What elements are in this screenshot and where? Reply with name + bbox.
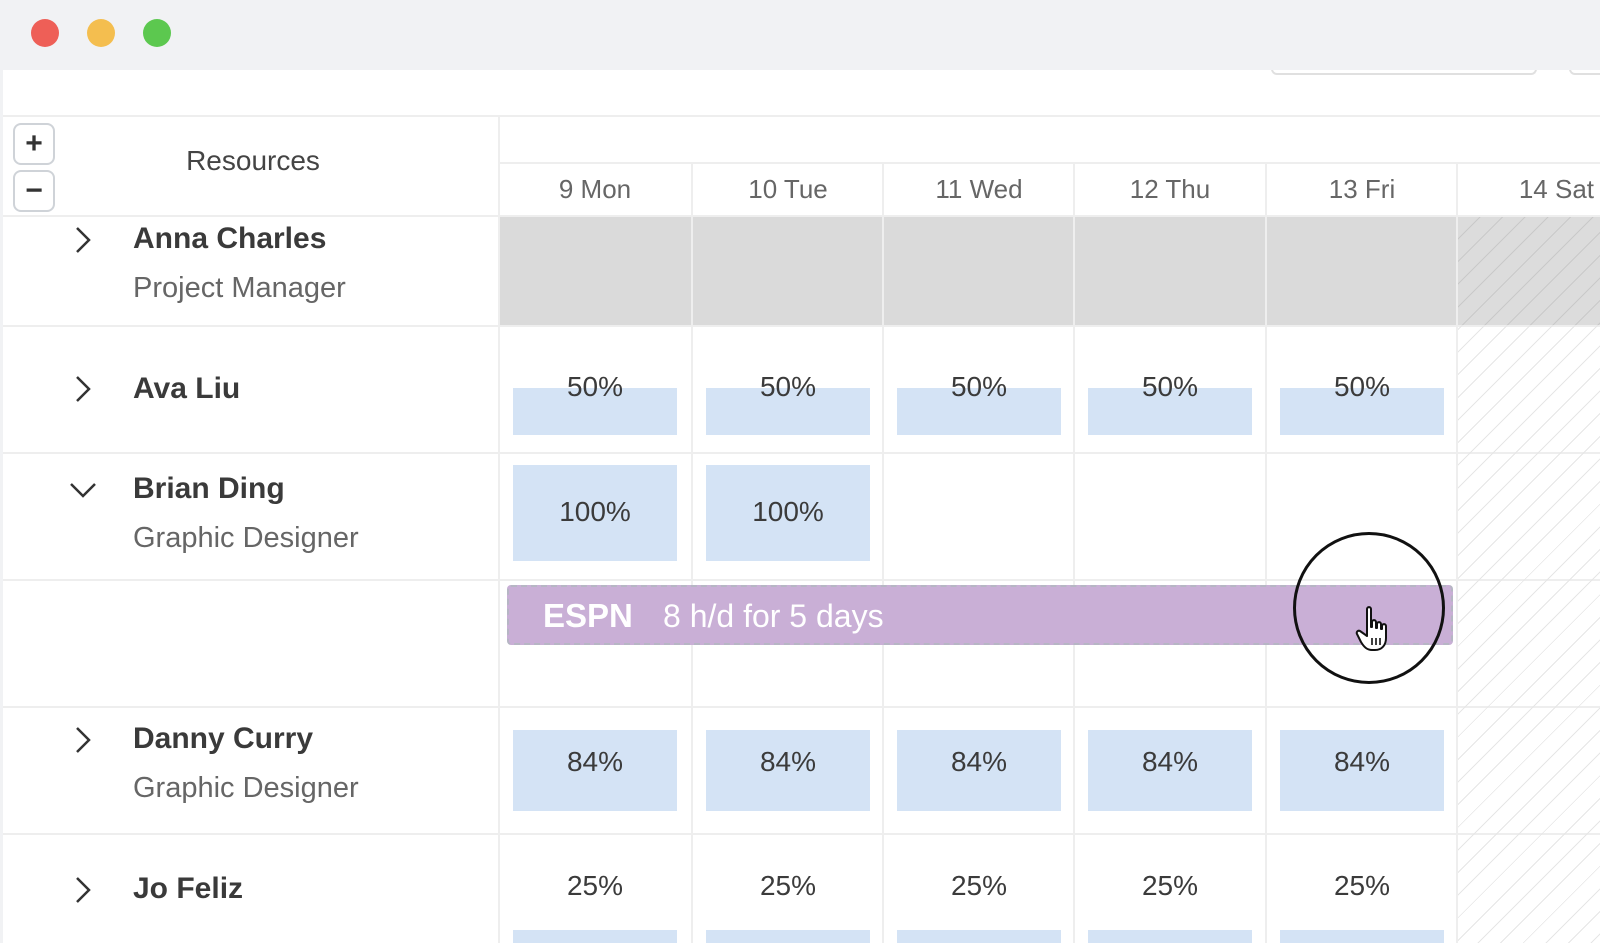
allocation-percent: 84% bbox=[950, 746, 1008, 777]
day-header-tue[interactable]: 10 Tue bbox=[748, 174, 828, 204]
allocation-block[interactable] bbox=[1280, 930, 1444, 943]
allocation-percent: 84% bbox=[1141, 746, 1199, 777]
unavailable-cell bbox=[1075, 217, 1265, 325]
day-header-thu[interactable]: 12 Thu bbox=[1129, 174, 1211, 204]
allocation-block[interactable] bbox=[897, 930, 1061, 943]
allocation-block[interactable] bbox=[706, 730, 870, 811]
toolbar-control-fragment[interactable] bbox=[1271, 70, 1537, 75]
task-project-name: ESPN bbox=[543, 597, 633, 634]
allocation-percent: 25% bbox=[1141, 870, 1199, 901]
zoom-in-button[interactable]: + bbox=[13, 123, 55, 165]
allocation-percent: 84% bbox=[1333, 746, 1391, 777]
toolbar-control-fragment-right[interactable] bbox=[1569, 70, 1600, 75]
cursor-highlight-ring bbox=[1293, 532, 1445, 684]
maximize-window-button[interactable] bbox=[143, 19, 171, 47]
task-duration-detail: 8 h/d for 5 days bbox=[663, 598, 884, 634]
allocation-block[interactable] bbox=[513, 930, 677, 943]
day-header-sat[interactable]: 14 Sat bbox=[1518, 174, 1594, 204]
resource-role: Project Manager bbox=[133, 272, 346, 304]
allocation-block[interactable] bbox=[513, 730, 677, 811]
allocation-percent: 25% bbox=[759, 870, 817, 901]
chevron-right-icon bbox=[76, 877, 91, 903]
minimize-window-button[interactable] bbox=[87, 19, 115, 47]
close-window-button[interactable] bbox=[31, 19, 59, 47]
resource-name[interactable]: Brian Ding bbox=[133, 472, 285, 505]
minus-icon: − bbox=[25, 174, 43, 207]
collapse-row-button[interactable] bbox=[67, 474, 99, 506]
unavailable-weekend-cell bbox=[1458, 217, 1600, 325]
allocation-percent: 100% bbox=[752, 496, 824, 527]
plus-icon: + bbox=[25, 127, 43, 160]
allocation-block[interactable] bbox=[706, 465, 870, 561]
allocation-block[interactable] bbox=[897, 730, 1061, 811]
allocation-block[interactable] bbox=[1088, 388, 1252, 435]
chevron-right-icon bbox=[76, 727, 91, 753]
allocation-percent: 50% bbox=[566, 371, 624, 402]
resources-column-header: Resources bbox=[186, 145, 320, 176]
hand-pointer-icon bbox=[1355, 606, 1387, 651]
window-titlebar bbox=[0, 0, 1600, 70]
expand-row-button[interactable] bbox=[67, 373, 99, 405]
allocation-percent: 84% bbox=[566, 746, 624, 777]
allocation-block[interactable] bbox=[1088, 930, 1252, 943]
day-header-wed[interactable]: 11 Wed bbox=[935, 174, 1023, 204]
allocation-percent: 84% bbox=[759, 746, 817, 777]
zoom-out-button[interactable]: − bbox=[13, 170, 55, 212]
expand-row-button[interactable] bbox=[67, 224, 99, 256]
allocation-block[interactable] bbox=[706, 930, 870, 943]
day-header-fri[interactable]: 13 Fri bbox=[1328, 174, 1396, 204]
allocation-percent: 25% bbox=[1333, 870, 1391, 901]
resource-name[interactable]: Danny Curry bbox=[133, 722, 314, 755]
allocation-block[interactable] bbox=[1280, 388, 1444, 435]
allocation-block[interactable] bbox=[1280, 730, 1444, 811]
chevron-down-icon bbox=[70, 483, 96, 498]
schedule-view: + − Resources 9 Mon 10 Tue 11 Wed 12 Thu… bbox=[3, 70, 1600, 943]
resource-name[interactable]: Jo Feliz bbox=[133, 872, 244, 905]
resource-name[interactable]: Anna Charles bbox=[133, 222, 327, 255]
allocation-block[interactable] bbox=[513, 465, 677, 561]
allocation-percent: 25% bbox=[566, 870, 624, 901]
allocation-percent: 25% bbox=[950, 870, 1008, 901]
allocation-block[interactable] bbox=[706, 388, 870, 435]
chevron-right-icon bbox=[76, 376, 91, 402]
allocation-percent: 50% bbox=[950, 371, 1008, 402]
weekend-column bbox=[1458, 217, 1600, 943]
day-header-mon[interactable]: 9 Mon bbox=[558, 174, 632, 204]
allocation-percent: 50% bbox=[759, 371, 817, 402]
allocation-block[interactable] bbox=[513, 388, 677, 435]
unavailable-cell bbox=[693, 217, 882, 325]
chevron-right-icon bbox=[76, 227, 91, 253]
allocation-percent: 50% bbox=[1141, 371, 1199, 402]
allocation-block[interactable] bbox=[1088, 730, 1252, 811]
resource-role: Graphic Designer bbox=[133, 522, 359, 554]
expand-row-button[interactable] bbox=[67, 874, 99, 906]
unavailable-cell bbox=[884, 217, 1073, 325]
resource-role: Graphic Designer bbox=[133, 772, 359, 804]
allocation-percent: 50% bbox=[1333, 371, 1391, 402]
unavailable-cell bbox=[500, 217, 691, 325]
resource-name[interactable]: Ava Liu bbox=[133, 372, 241, 405]
expand-row-button[interactable] bbox=[67, 724, 99, 756]
unavailable-cell bbox=[1267, 217, 1456, 325]
allocation-percent: 100% bbox=[559, 496, 631, 527]
allocation-block[interactable] bbox=[897, 388, 1061, 435]
